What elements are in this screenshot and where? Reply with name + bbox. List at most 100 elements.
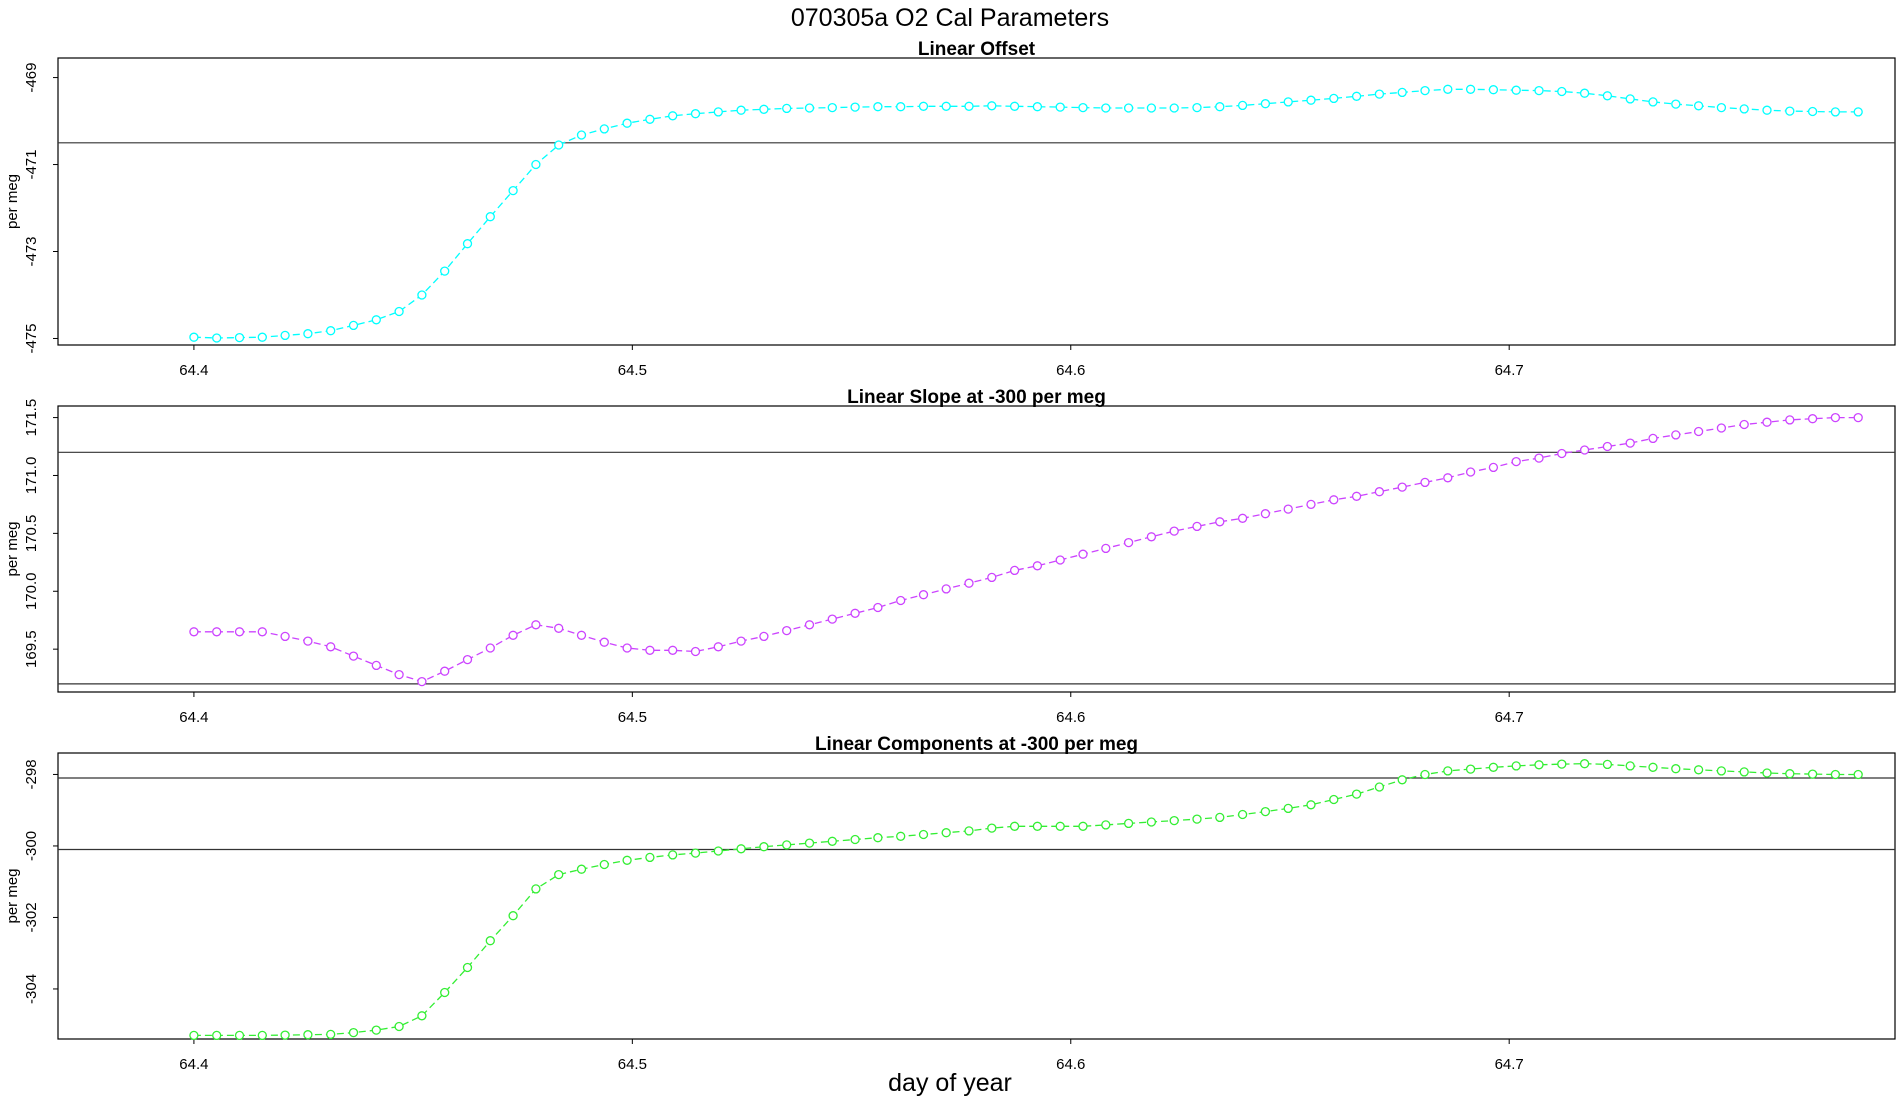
data-point (1101, 103, 1111, 113)
data-point (1192, 102, 1202, 113)
data-point (1329, 794, 1339, 805)
data-point (599, 124, 609, 134)
data-point (1443, 766, 1453, 776)
plot-frame (57, 57, 1896, 346)
data-point (440, 666, 450, 676)
data-point (1511, 85, 1521, 95)
data-point (303, 636, 313, 646)
y-tick-label: -469 (23, 63, 40, 93)
data-point (1374, 89, 1385, 99)
data-point (417, 676, 427, 687)
data-point (964, 578, 974, 588)
data-point (1693, 426, 1704, 437)
data-point (1602, 441, 1613, 452)
data-point (873, 102, 883, 112)
data-point (1374, 487, 1385, 497)
data-point (964, 101, 974, 111)
data-point (1078, 549, 1088, 559)
data-point (896, 595, 906, 606)
data-point (1215, 812, 1225, 823)
data-point (508, 185, 518, 196)
panel-linear-components: Linear Components at -300 per meg 64.4 64.… (4, 734, 1896, 1073)
data-point (462, 962, 473, 973)
data-point (1830, 412, 1841, 423)
data-point (1443, 473, 1453, 483)
data-point (1648, 433, 1658, 444)
data-point (1716, 766, 1727, 776)
data-point (918, 101, 929, 111)
data-point (941, 584, 951, 594)
data-point (759, 104, 769, 114)
data-point (1762, 105, 1772, 115)
data-point (234, 627, 245, 637)
data-point (1716, 423, 1727, 433)
data-point (1123, 537, 1134, 548)
data-point (1671, 99, 1681, 109)
data-point (1443, 84, 1453, 94)
y-tick-label: -302 (23, 902, 40, 932)
data-point (234, 332, 245, 343)
data-point (987, 823, 997, 833)
data-point (1762, 768, 1772, 778)
data-point (1785, 106, 1795, 116)
data-point (1671, 430, 1681, 440)
data-point (348, 1027, 359, 1038)
y-axis-label: per meg (4, 521, 21, 576)
x-tick-label: 64.7 (1495, 362, 1524, 379)
data-point (668, 850, 678, 860)
data-point (736, 844, 746, 854)
data-point (303, 329, 313, 339)
data-point (1739, 419, 1749, 430)
data-point (1420, 769, 1430, 780)
panel-linear-offset: Linear Offset 64.4 64.5 64.6 64.7 -469 -471 -47… (4, 39, 1896, 379)
data-point (736, 636, 746, 646)
data-point (1374, 782, 1385, 792)
data-point (918, 590, 929, 600)
y-tick-label: 171.0 (23, 457, 40, 495)
data-point (1009, 821, 1020, 831)
data-point (850, 608, 860, 618)
y-axis-label: per meg (4, 174, 21, 229)
data-point (280, 631, 290, 642)
data-point (326, 1029, 336, 1040)
data-point (1762, 417, 1772, 427)
data-point (212, 1030, 222, 1041)
data-point (1055, 555, 1065, 565)
y-tick-label: -300 (23, 831, 40, 861)
data-point (1306, 95, 1316, 105)
series-line (193, 763, 1859, 1037)
data-point (371, 1025, 381, 1035)
y-tick-label: -298 (23, 759, 40, 789)
data-point (1488, 762, 1499, 772)
data-point (1511, 761, 1521, 771)
data-point (1169, 526, 1179, 536)
panel-title: Linear Offset (918, 39, 1036, 60)
data-point (759, 842, 769, 852)
data-point (280, 1030, 290, 1040)
data-point (1465, 764, 1476, 774)
data-point (1397, 482, 1407, 492)
x-tick-label: 64.6 (1056, 362, 1085, 379)
data-point (804, 103, 815, 113)
data-point (1488, 85, 1499, 95)
data-point (1807, 769, 1818, 779)
data-point (1853, 412, 1863, 423)
data-point (827, 102, 837, 113)
plot-frame (57, 752, 1896, 1040)
panel-title: Linear Slope at -300 per meg (847, 387, 1106, 408)
data-point (257, 627, 267, 637)
x-tick-label: 64.7 (1495, 709, 1524, 726)
data-point (1807, 414, 1818, 424)
data-point (782, 103, 792, 114)
data-point (1101, 820, 1111, 830)
data-point (531, 159, 541, 170)
data-point (554, 140, 564, 150)
data-point (257, 1030, 267, 1041)
data-point (394, 669, 404, 680)
x-tick-label: 64.4 (179, 1056, 208, 1073)
x-tick-label: 64.5 (618, 709, 647, 726)
data-point (1078, 102, 1088, 113)
data-point (827, 836, 837, 846)
data-point (1009, 565, 1020, 576)
data-point (189, 627, 199, 637)
